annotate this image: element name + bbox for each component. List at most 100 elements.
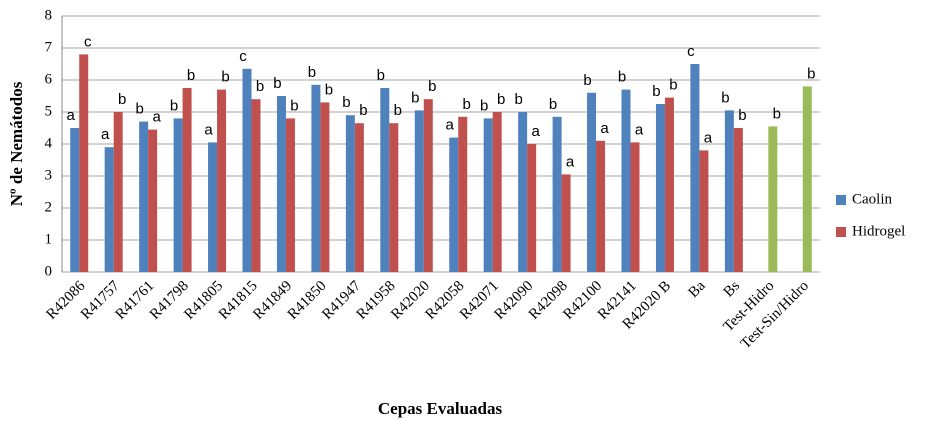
significance-letter: b xyxy=(118,91,126,108)
bar xyxy=(423,99,433,272)
significance-letter: a xyxy=(446,117,455,134)
significance-letter: b xyxy=(290,97,298,114)
bar xyxy=(242,68,252,272)
significance-letter: a xyxy=(152,109,161,126)
bar xyxy=(389,123,399,272)
bar xyxy=(311,84,321,272)
significance-letter: b xyxy=(256,78,264,95)
bar xyxy=(802,86,812,273)
y-tick-label: 0 xyxy=(45,263,53,279)
bar xyxy=(113,112,123,272)
significance-letter: b xyxy=(325,81,333,98)
significance-letter: b xyxy=(308,64,316,81)
bar xyxy=(587,92,597,272)
significance-letter: b xyxy=(463,96,471,113)
y-tick-label: 7 xyxy=(45,39,53,55)
bar xyxy=(690,64,700,272)
significance-letter: b xyxy=(273,75,281,92)
bar xyxy=(552,116,562,272)
significance-letter: b xyxy=(359,102,367,119)
y-tick-label: 2 xyxy=(45,199,53,215)
significance-letter: b xyxy=(342,94,350,111)
significance-letter: a xyxy=(101,126,110,143)
bar xyxy=(527,144,537,272)
significance-letter: b xyxy=(514,91,522,108)
significance-letter: b xyxy=(549,96,557,113)
legend-swatch xyxy=(836,227,846,237)
bar xyxy=(208,142,218,272)
bar xyxy=(596,140,606,272)
x-tick-label: Ba xyxy=(686,278,709,301)
bar xyxy=(414,110,424,273)
significance-letter: b xyxy=(497,91,505,108)
significance-letter: b xyxy=(394,102,402,119)
significance-letter: c xyxy=(84,33,92,50)
bar xyxy=(285,118,295,273)
y-tick-label: 1 xyxy=(45,231,53,247)
bar xyxy=(733,128,743,272)
bar xyxy=(699,150,709,272)
bar xyxy=(79,54,89,273)
significance-letter: c xyxy=(239,48,247,65)
x-axis-label: Cepas Evaluadas xyxy=(378,399,503,418)
significance-letter: b xyxy=(807,65,815,82)
significance-letter: a xyxy=(67,107,76,124)
bar xyxy=(173,118,183,273)
bar xyxy=(276,96,286,272)
bar xyxy=(217,89,227,272)
legend-label: Caolin xyxy=(852,191,892,207)
bar xyxy=(518,112,528,272)
bar xyxy=(148,129,158,272)
bar xyxy=(655,104,665,272)
significance-letter: b xyxy=(135,101,143,118)
bar xyxy=(380,88,390,272)
significance-letter: b xyxy=(428,78,436,95)
bar xyxy=(724,110,734,273)
significance-letter: a xyxy=(635,121,644,138)
significance-letter: b xyxy=(411,89,419,106)
y-tick-label: 6 xyxy=(45,71,53,87)
significance-letter: b xyxy=(221,69,229,86)
bar xyxy=(320,102,330,273)
bar xyxy=(630,142,640,272)
significance-letter: b xyxy=(738,107,746,124)
bar xyxy=(492,112,502,272)
y-tick-label: 8 xyxy=(45,7,53,23)
bar xyxy=(621,89,631,272)
bar xyxy=(70,128,80,272)
y-axis-label: Nº de Nemátodos xyxy=(7,81,26,206)
x-tick-label: Bs xyxy=(721,278,744,301)
bar xyxy=(561,174,571,272)
bar xyxy=(182,88,192,272)
significance-letter: b xyxy=(377,67,385,84)
significance-letter: a xyxy=(566,153,575,170)
bar xyxy=(664,97,674,272)
significance-letter: b xyxy=(618,69,626,86)
significance-letter: b xyxy=(773,105,781,122)
significance-letter: b xyxy=(721,89,729,106)
bar xyxy=(768,126,778,273)
y-tick-label: 3 xyxy=(45,167,53,183)
significance-letter: a xyxy=(531,123,540,140)
significance-letter: c xyxy=(687,43,695,60)
significance-letter: b xyxy=(652,83,660,100)
legend-swatch xyxy=(836,195,846,205)
significance-letter: b xyxy=(170,97,178,114)
significance-letter: a xyxy=(204,121,213,138)
bar xyxy=(449,137,459,272)
bar xyxy=(483,118,493,273)
bar xyxy=(139,121,149,272)
significance-letter: b xyxy=(669,77,677,94)
significance-letter: a xyxy=(600,120,609,137)
bar xyxy=(251,99,261,272)
significance-letter: b xyxy=(583,72,591,89)
significance-letter: b xyxy=(187,67,195,84)
legend-label: Hidrogel xyxy=(852,223,905,239)
bar xyxy=(345,115,355,272)
significance-letter: a xyxy=(704,129,713,146)
y-tick-label: 5 xyxy=(45,103,53,119)
significance-letter: b xyxy=(480,97,488,114)
bar xyxy=(104,147,114,272)
y-tick-label: 4 xyxy=(45,135,53,151)
